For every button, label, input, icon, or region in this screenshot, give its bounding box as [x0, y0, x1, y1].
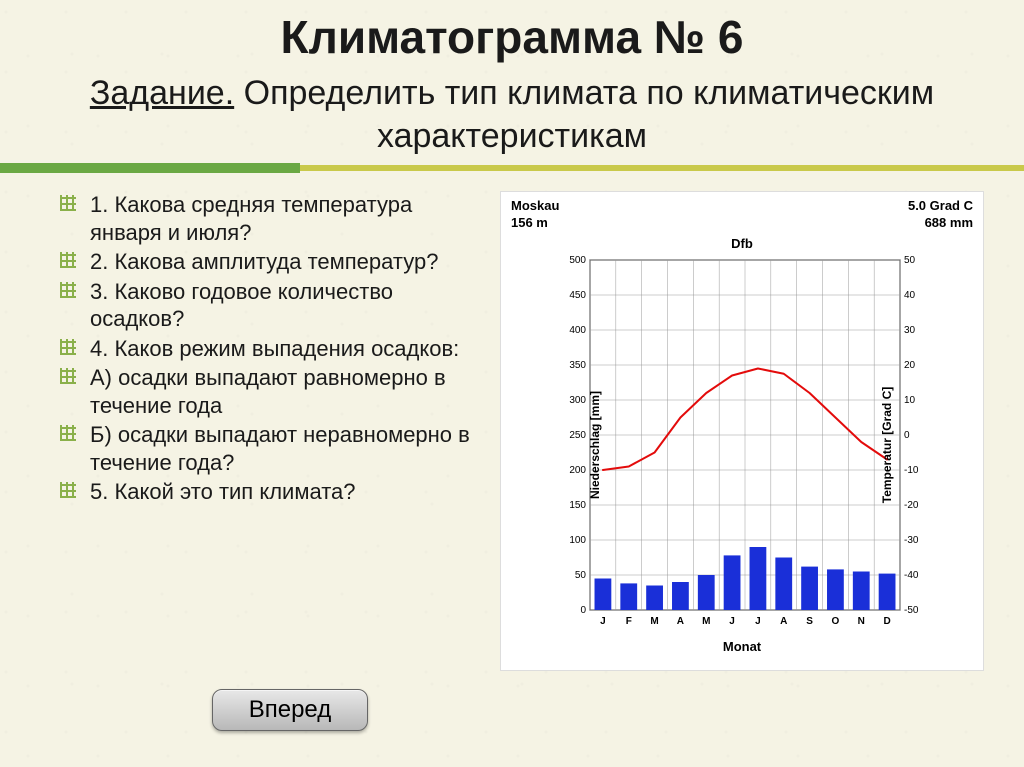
- list-item: 3. Каково годовое количество осадков?: [90, 278, 470, 333]
- svg-text:50: 50: [574, 570, 586, 581]
- svg-text:250: 250: [569, 430, 586, 441]
- svg-text:S: S: [806, 616, 813, 627]
- svg-text:200: 200: [569, 465, 586, 476]
- precip-axis-label: Niederschlag [mm]: [588, 391, 602, 499]
- list-item: 4. Каков режим выпадения осадков:: [90, 335, 470, 363]
- slide-title: Климатограмма № 6: [40, 10, 984, 64]
- list-item: А) осадки выпадают равномерно в течение …: [90, 364, 470, 419]
- station-elev: 156 m: [511, 215, 548, 230]
- list-item: Б) осадки выпадают неравномерно в течени…: [90, 421, 470, 476]
- svg-text:50: 50: [904, 255, 916, 266]
- svg-text:A: A: [780, 616, 787, 627]
- svg-text:300: 300: [569, 395, 586, 406]
- list-item: 1. Какова средняя температура января и и…: [90, 191, 470, 246]
- svg-text:100: 100: [569, 535, 586, 546]
- button-row: Вперед: [170, 689, 410, 731]
- slide: Климатограмма № 6 Задание. Определить ти…: [0, 0, 1024, 767]
- svg-text:500: 500: [569, 255, 586, 266]
- forward-button[interactable]: Вперед: [212, 689, 369, 731]
- koppen-class: Dfb: [511, 236, 973, 251]
- svg-text:-20: -20: [904, 500, 919, 511]
- svg-text:A: A: [676, 616, 683, 627]
- svg-text:0: 0: [580, 605, 586, 616]
- svg-text:N: N: [857, 616, 864, 627]
- question-list: 1. Какова средняя температура января и и…: [40, 191, 470, 671]
- svg-text:J: J: [755, 616, 761, 627]
- svg-text:450: 450: [569, 290, 586, 301]
- content-row: 1. Какова средняя температура января и и…: [40, 191, 984, 671]
- svg-text:30: 30: [904, 325, 916, 336]
- svg-text:J: J: [600, 616, 606, 627]
- svg-text:-30: -30: [904, 535, 919, 546]
- temp-axis-label: Temperatur [Grad C]: [880, 387, 894, 503]
- svg-text:O: O: [831, 616, 839, 627]
- svg-text:J: J: [729, 616, 735, 627]
- svg-text:-40: -40: [904, 570, 919, 581]
- svg-text:M: M: [650, 616, 658, 627]
- svg-text:40: 40: [904, 290, 916, 301]
- subtitle-underlined: Задание.: [90, 74, 234, 112]
- svg-text:D: D: [883, 616, 890, 627]
- svg-text:0: 0: [904, 430, 910, 441]
- subtitle-rest: Определить тип климата по климатическим …: [234, 74, 934, 155]
- chart-body: Niederschlag [mm] Temperatur [Grad C] 0 5…: [545, 255, 940, 635]
- list-item: 2. Какова амплитуда температур?: [90, 248, 470, 276]
- svg-text:350: 350: [569, 360, 586, 371]
- chart-header: Moskau 156 m 5.0 Grad C 688 mm: [511, 198, 973, 232]
- svg-text:-10: -10: [904, 465, 919, 476]
- svg-text:M: M: [702, 616, 710, 627]
- x-axis-label: Monat: [511, 639, 973, 654]
- chart-panel: Moskau 156 m 5.0 Grad C 688 mm Dfb Niede…: [500, 191, 984, 671]
- svg-text:20: 20: [904, 360, 916, 371]
- list-item: 5. Какой это тип климата?: [90, 478, 470, 506]
- svg-text:400: 400: [569, 325, 586, 336]
- annual-precip: 688 mm: [925, 215, 973, 230]
- svg-text:F: F: [625, 616, 631, 627]
- station-name: Moskau: [511, 198, 559, 213]
- chart-summary: 5.0 Grad C 688 mm: [908, 198, 973, 232]
- accent-divider: [40, 163, 984, 173]
- svg-text:-50: -50: [904, 605, 919, 616]
- mean-temp: 5.0 Grad C: [908, 198, 973, 213]
- slide-subtitle: Задание. Определить тип климата по клима…: [40, 72, 984, 157]
- chart-station: Moskau 156 m: [511, 198, 559, 232]
- svg-text:10: 10: [904, 395, 916, 406]
- svg-text:150: 150: [569, 500, 586, 511]
